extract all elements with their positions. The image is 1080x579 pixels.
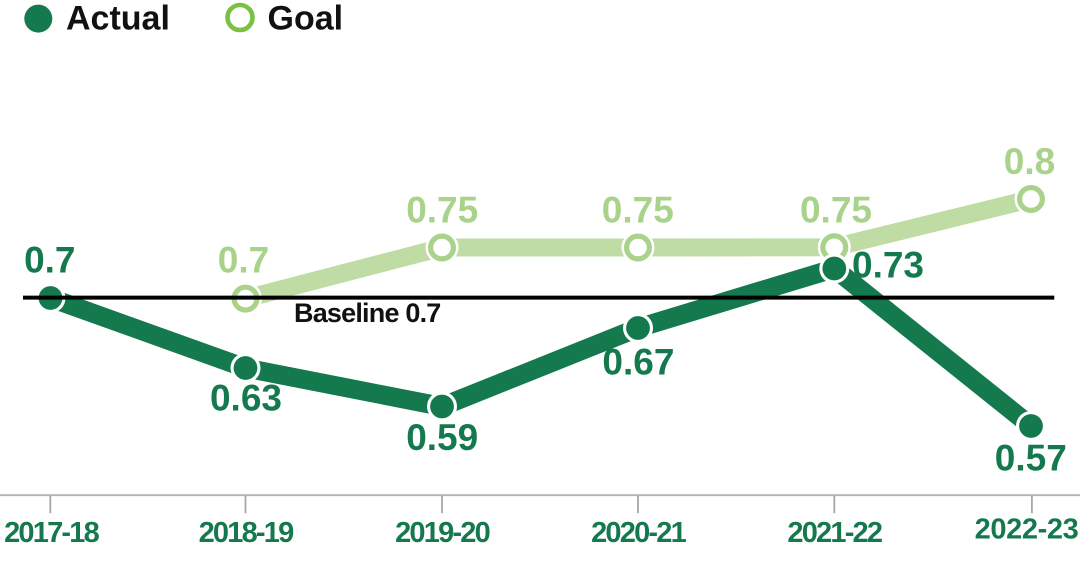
svg-text:0.57: 0.57 <box>995 438 1067 479</box>
svg-text:2019-20: 2019-20 <box>395 517 489 549</box>
svg-text:Actual: Actual <box>66 0 170 38</box>
svg-text:2017-18: 2017-18 <box>4 517 99 549</box>
svg-text:0.7: 0.7 <box>24 240 75 281</box>
svg-text:2021-22: 2021-22 <box>787 517 881 549</box>
svg-text:0.63: 0.63 <box>210 378 282 419</box>
svg-text:0.59: 0.59 <box>406 417 478 458</box>
svg-text:Baseline 0.7: Baseline 0.7 <box>294 298 441 328</box>
svg-text:0.73: 0.73 <box>852 244 924 285</box>
svg-text:2018-19: 2018-19 <box>199 517 294 549</box>
svg-text:0.8: 0.8 <box>1004 141 1055 182</box>
svg-text:0.75: 0.75 <box>602 189 674 230</box>
svg-text:Goal: Goal <box>268 0 344 38</box>
svg-text:0.7: 0.7 <box>218 240 269 281</box>
svg-text:0.75: 0.75 <box>406 189 478 230</box>
svg-text:0.75: 0.75 <box>800 189 872 230</box>
svg-text:2020-21: 2020-21 <box>591 517 686 549</box>
svg-text:2022-23: 2022-23 <box>975 513 1079 545</box>
svg-text:0.67: 0.67 <box>602 341 674 382</box>
